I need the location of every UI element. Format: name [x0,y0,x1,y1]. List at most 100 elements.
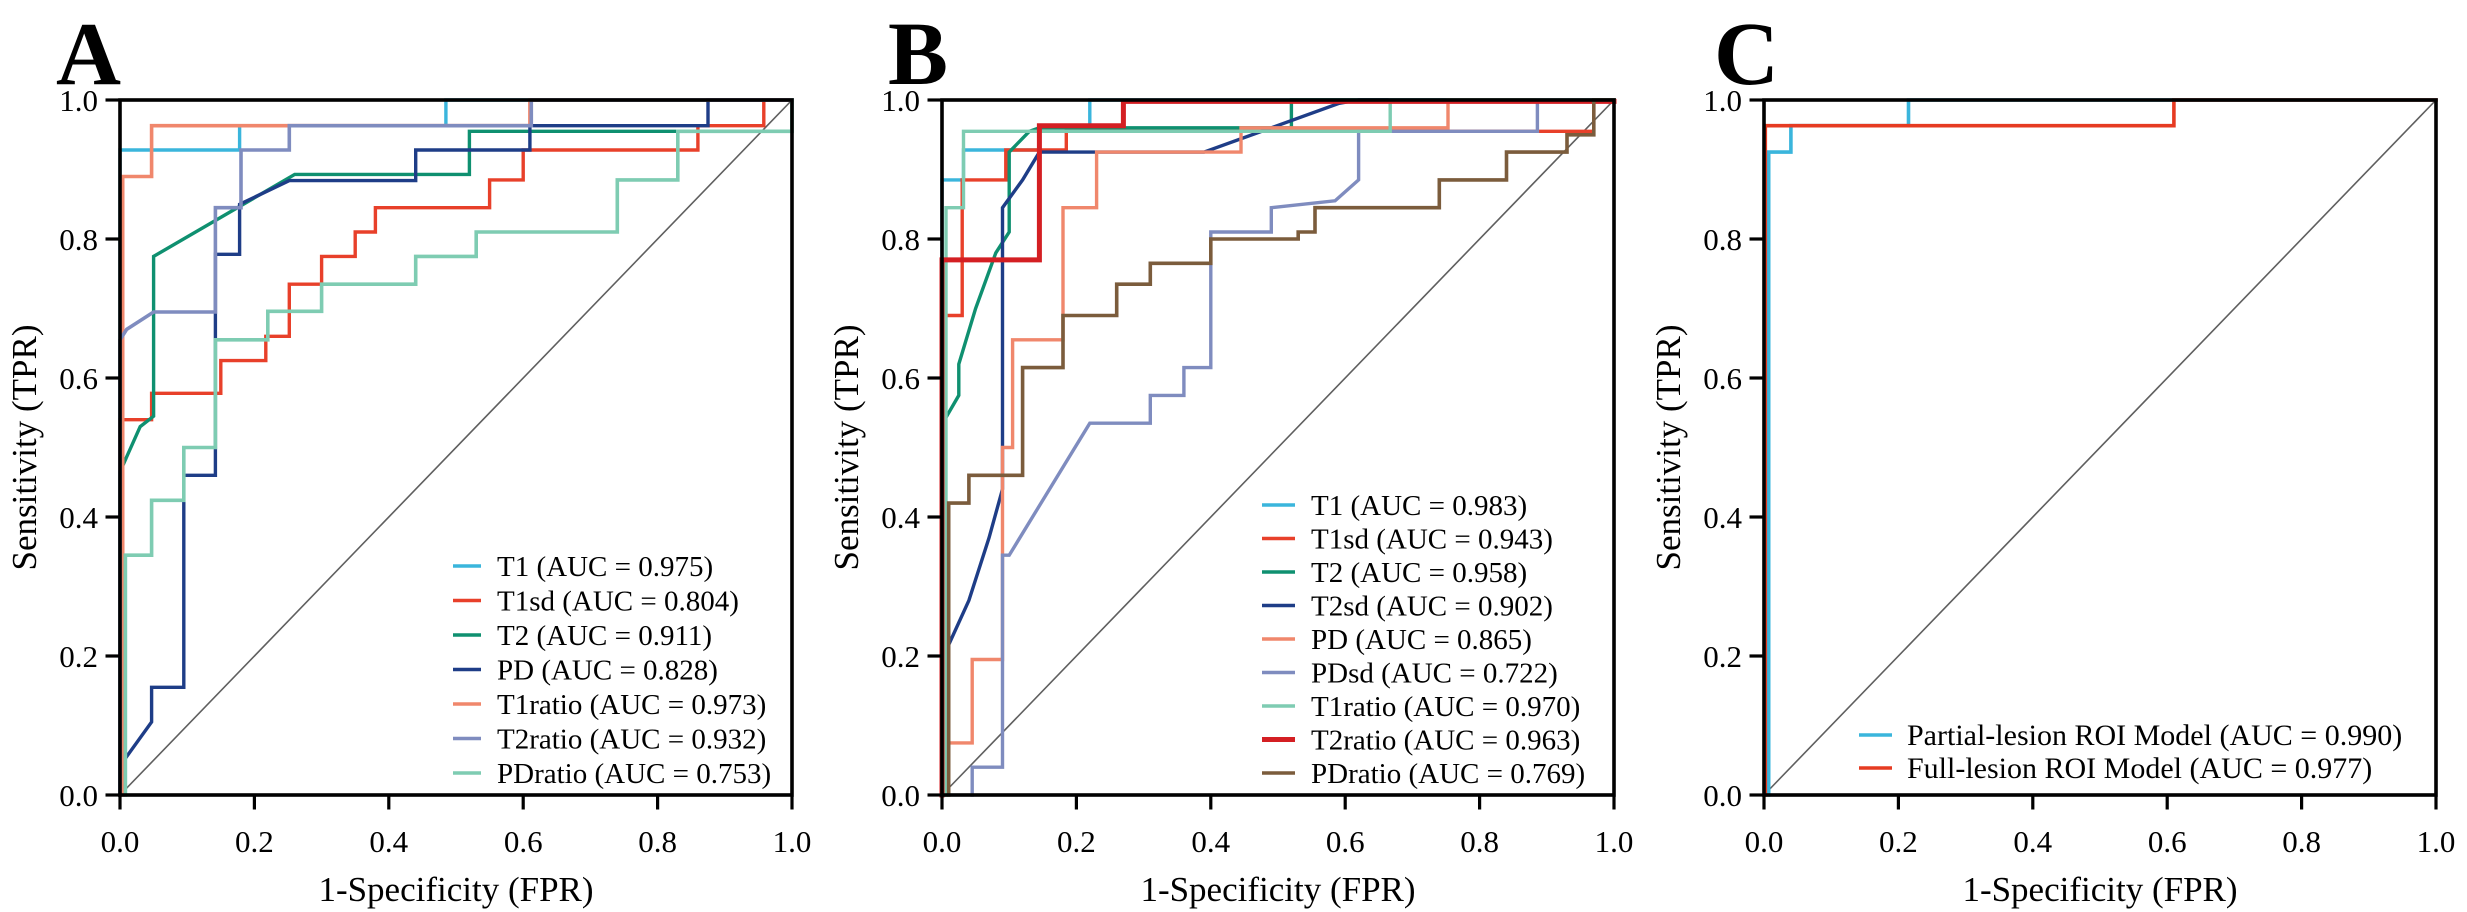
legend-label: PDratio (AUC = 0.769) [1311,758,1585,790]
y-tick-label: 0.6 [881,361,920,396]
panel-letter: B [888,5,948,104]
y-tick-label: 1.0 [881,83,920,118]
legend-label: T2 (AUC = 0.911) [497,620,712,652]
legend-item: T1ratio (AUC = 0.973) [453,689,766,721]
chance-diagonal-line [1763,99,2437,796]
legend-label: T2 (AUC = 0.958) [1311,557,1527,589]
roc-plot-b: B 0.0 0.2 0.4 0.6 0.8 1.0 0.0 0.2 0.4 0.6 0.8 1.0 1-S… [827,5,1634,909]
panel-letter: A [56,5,121,104]
y-tick-label: 0.2 [1703,639,1742,674]
x-tick-label: 0.4 [369,824,408,859]
x-tick-label: 0.6 [1326,824,1365,859]
legend-item: PD (AUC = 0.865) [1262,624,1532,656]
legend-item: T1sd (AUC = 0.943) [1262,524,1553,556]
legend-label: T1sd (AUC = 0.804) [497,586,739,618]
x-tick-label: 0.8 [1460,824,1499,859]
x-tick-label: 0.2 [1879,824,1918,859]
legend-label: Full-lesion ROI Model (AUC = 0.977) [1907,752,2372,785]
y-axis-label: Sensitivity (TPR) [827,325,866,571]
legend: Partial-lesion ROI Model (AUC = 0.990)Fu… [1859,719,2402,785]
y-tick-label: 0.6 [59,361,98,396]
roc-plot-c: C 0.0 0.2 0.4 0.6 0.8 1.0 0.0 0.2 0.4 0.6 0.8 1.0 1-S… [1649,5,2456,909]
y-tick-label: 0.8 [1703,222,1742,257]
roc-plot-a: A 0.0 0.2 0.4 0.6 0.8 1.0 0.0 0.2 0.4 0.6 0.8 1.0 1-S… [5,5,812,909]
panel-a: A 0.0 0.2 0.4 0.6 0.8 1.0 0.0 0.2 0.4 0.6 0.8 1.0 1-S… [0,0,822,912]
legend-label: T2ratio (AUC = 0.932) [497,724,766,756]
x-tick-label: 0.0 [1745,824,1784,859]
y-tick-label: 0.4 [881,500,920,535]
legend-label: PD (AUC = 0.828) [497,655,718,687]
x-tick-label: 0.8 [2282,824,2321,859]
legend-label: T2ratio (AUC = 0.963) [1311,725,1580,757]
y-axis-label: Sensitivity (TPR) [1649,325,1688,571]
legend-item: T1 (AUC = 0.975) [453,551,713,583]
legend-item: T2ratio (AUC = 0.932) [453,724,766,756]
x-tick-label: 0.2 [1057,824,1096,859]
y-tick-label: 0.8 [881,222,920,257]
y-tick-label: 0.0 [881,778,920,813]
legend-item: PDratio (AUC = 0.753) [453,758,771,790]
x-tick-label: 0.6 [504,824,543,859]
legend-label: PDsd (AUC = 0.722) [1311,658,1558,690]
x-tick-label: 1.0 [773,824,812,859]
legend-item: T2ratio (AUC = 0.963) [1262,725,1580,757]
x-tick-label: 0.4 [2013,824,2052,859]
roc-curve-t2 [118,98,794,797]
legend-item: T2 (AUC = 0.958) [1262,557,1527,589]
chance-diagonal-line [119,99,793,796]
legend-item: T1 (AUC = 0.983) [1262,490,1527,522]
x-tick-label: 0.0 [923,824,962,859]
legend-item: T2 (AUC = 0.911) [453,620,712,652]
y-tick-label: 0.4 [59,500,98,535]
legend-item: Partial-lesion ROI Model (AUC = 0.990) [1859,719,2402,752]
x-tick-label: 1.0 [1595,824,1634,859]
roc-curve-pd [118,98,794,797]
x-tick-label: 0.2 [235,824,274,859]
legend: T1 (AUC = 0.983)T1sd (AUC = 0.943)T2 (AU… [1262,490,1585,790]
legend-label: T1sd (AUC = 0.943) [1311,524,1553,556]
axes-box [118,98,794,797]
roc-curve-t2ratio [118,98,794,797]
x-tick-label: 0.6 [2148,824,2187,859]
axes-box [940,98,1616,797]
x-tick-label: 0.4 [1191,824,1230,859]
roc-curve-pdsd [970,98,1616,797]
legend-item: T1sd (AUC = 0.804) [453,586,739,618]
panel-letter: C [1714,5,1779,104]
legend-item: PDsd (AUC = 0.722) [1262,658,1558,690]
legend-label: T1ratio (AUC = 0.970) [1311,691,1580,723]
legend-item: T1ratio (AUC = 0.970) [1262,691,1580,723]
roc-curve-pdratio [946,98,1616,797]
x-tick-label: 0.0 [101,824,140,859]
x-tick-label: 0.8 [638,824,677,859]
roc-curve-pdratio [123,98,794,797]
legend-item: Full-lesion ROI Model (AUC = 0.977) [1859,752,2372,785]
panel-c: C 0.0 0.2 0.4 0.6 0.8 1.0 0.0 0.2 0.4 0.6 0.8 1.0 1-S… [1644,0,2466,912]
x-axis-label: 1-Specificity (FPR) [1140,870,1415,909]
chance-diagonal-line [941,99,1615,796]
legend-item: PD (AUC = 0.828) [453,655,718,687]
y-tick-label: 0.6 [1703,361,1742,396]
legend-label: T1 (AUC = 0.983) [1311,490,1527,522]
y-tick-label: 0.8 [59,222,98,257]
legend: T1 (AUC = 0.975)T1sd (AUC = 0.804)T2 (AU… [453,551,771,790]
axes-box [1762,98,2438,797]
y-tick-label: 0.2 [59,639,98,674]
x-axis-label: 1-Specificity (FPR) [318,870,593,909]
legend-label: PDratio (AUC = 0.753) [497,758,771,790]
y-tick-label: 1.0 [1703,83,1742,118]
roc-curve-t1sd [118,98,794,797]
legend-label: PD (AUC = 0.865) [1311,624,1532,656]
panel-b: B 0.0 0.2 0.4 0.6 0.8 1.0 0.0 0.2 0.4 0.6 0.8 1.0 1-S… [822,0,1644,912]
legend-label: T1ratio (AUC = 0.973) [497,689,766,721]
legend-item: PDratio (AUC = 0.769) [1262,758,1585,790]
legend-item: T2sd (AUC = 0.902) [1262,591,1553,623]
legend-label: T1 (AUC = 0.975) [497,551,713,583]
y-tick-label: 0.2 [881,639,920,674]
legend-label: Partial-lesion ROI Model (AUC = 0.990) [1907,719,2402,752]
x-axis-label: 1-Specificity (FPR) [1962,870,2237,909]
y-tick-label: 1.0 [59,83,98,118]
y-axis-label: Sensitivity (TPR) [5,325,44,571]
x-tick-label: 1.0 [2417,824,2456,859]
legend-label: T2sd (AUC = 0.902) [1311,591,1553,623]
